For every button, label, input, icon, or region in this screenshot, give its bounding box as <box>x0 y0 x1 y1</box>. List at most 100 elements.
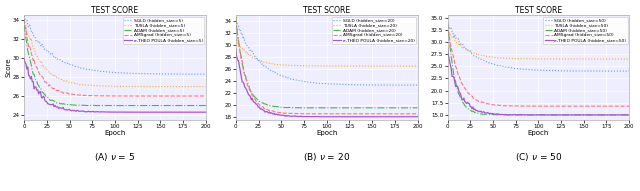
TUSLA (hidden_size=50) <box>444 28 451 30</box>
AMSgrad (hidden_size=50) <box>611 105 618 107</box>
AMSgrad (hidden_size=50) <box>536 105 544 107</box>
e-THEO POULA (hidden_size=20) <box>413 116 421 118</box>
Title: TEST SCORE: TEST SCORE <box>515 6 562 15</box>
TUSLA (hidden_size=5) <box>186 85 194 88</box>
ADAM (hidden_size=20) <box>233 26 241 28</box>
AMSgrad (hidden_size=20) <box>413 113 421 115</box>
TUSLA (hidden_size=20) <box>399 65 407 67</box>
e-THEO POULA (hidden_size=5) <box>202 111 210 113</box>
Line: e-THEO POULA (hidden_size=5): e-THEO POULA (hidden_size=5) <box>24 60 206 112</box>
AMSgrad (hidden_size=20) <box>399 113 407 115</box>
AMSgrad (hidden_size=5) <box>188 95 195 97</box>
AMSgrad (hidden_size=5) <box>36 74 44 76</box>
Line: ADAM (hidden_size=50): ADAM (hidden_size=50) <box>447 21 629 115</box>
TUSLA (hidden_size=20) <box>359 65 367 67</box>
SGLD (hidden_size=50) <box>444 24 451 27</box>
AMSgrad (hidden_size=5) <box>97 95 104 97</box>
AMSgrad (hidden_size=50) <box>625 105 633 107</box>
TUSLA (hidden_size=50) <box>606 58 614 60</box>
Legend: SGLD (hidden_size=50), TUSLA (hidden_size=50), ADAM (hidden_size=50), AMSgrad (h: SGLD (hidden_size=50), TUSLA (hidden_siz… <box>543 17 628 44</box>
TUSLA (hidden_size=20) <box>233 40 241 43</box>
AMSgrad (hidden_size=50) <box>444 24 451 26</box>
AMSgrad (hidden_size=20) <box>233 27 241 30</box>
SGLD (hidden_size=50) <box>460 45 468 48</box>
e-THEO POULA (hidden_size=50) <box>511 114 518 116</box>
Y-axis label: Score: Score <box>6 58 12 77</box>
e-THEO POULA (hidden_size=20) <box>330 116 338 118</box>
ADAM (hidden_size=5) <box>83 104 91 107</box>
e-THEO POULA (hidden_size=50) <box>508 114 515 116</box>
e-THEO POULA (hidden_size=50) <box>543 114 550 116</box>
SGLD (hidden_size=5) <box>36 44 44 46</box>
SGLD (hidden_size=5) <box>118 72 126 74</box>
TUSLA (hidden_size=50) <box>625 58 633 60</box>
Line: e-THEO POULA (hidden_size=50): e-THEO POULA (hidden_size=50) <box>447 47 629 115</box>
ADAM (hidden_size=5) <box>21 31 29 33</box>
ADAM (hidden_size=20) <box>305 107 312 109</box>
TUSLA (hidden_size=50) <box>520 58 527 60</box>
TUSLA (hidden_size=5) <box>21 20 29 23</box>
Line: e-THEO POULA (hidden_size=20): e-THEO POULA (hidden_size=20) <box>236 49 417 117</box>
e-THEO POULA (hidden_size=5) <box>21 61 29 64</box>
Text: (A) $\nu$ = 5: (A) $\nu$ = 5 <box>94 151 136 163</box>
AMSgrad (hidden_size=20) <box>331 113 339 115</box>
Line: TUSLA (hidden_size=20): TUSLA (hidden_size=20) <box>236 40 417 66</box>
e-THEO POULA (hidden_size=5) <box>20 58 28 61</box>
Line: SGLD (hidden_size=20): SGLD (hidden_size=20) <box>236 21 417 85</box>
ADAM (hidden_size=20) <box>331 107 339 109</box>
e-THEO POULA (hidden_size=20) <box>298 116 306 118</box>
SGLD (hidden_size=5) <box>186 73 194 75</box>
ADAM (hidden_size=20) <box>399 107 407 109</box>
ADAM (hidden_size=20) <box>248 93 256 95</box>
AMSgrad (hidden_size=50) <box>460 86 468 88</box>
ADAM (hidden_size=5) <box>36 87 44 89</box>
SGLD (hidden_size=50) <box>542 69 550 72</box>
TUSLA (hidden_size=5) <box>202 85 210 88</box>
e-THEO POULA (hidden_size=5) <box>118 111 126 113</box>
SGLD (hidden_size=50) <box>625 70 633 72</box>
AMSgrad (hidden_size=20) <box>248 94 256 97</box>
TUSLA (hidden_size=5) <box>36 61 44 63</box>
ADAM (hidden_size=50) <box>521 114 529 116</box>
e-THEO POULA (hidden_size=20) <box>232 48 239 50</box>
AMSgrad (hidden_size=50) <box>445 29 452 32</box>
ADAM (hidden_size=5) <box>20 24 28 26</box>
TUSLA (hidden_size=50) <box>542 58 550 60</box>
e-THEO POULA (hidden_size=20) <box>233 56 241 58</box>
ADAM (hidden_size=20) <box>309 107 317 109</box>
e-THEO POULA (hidden_size=50) <box>611 114 618 116</box>
ADAM (hidden_size=5) <box>88 104 95 107</box>
Title: TEST SCORE: TEST SCORE <box>303 6 350 15</box>
ADAM (hidden_size=20) <box>298 107 306 109</box>
SGLD (hidden_size=50) <box>520 68 527 70</box>
e-THEO POULA (hidden_size=20) <box>308 116 316 118</box>
SGLD (hidden_size=20) <box>232 19 239 22</box>
e-THEO POULA (hidden_size=5) <box>97 111 104 113</box>
AMSgrad (hidden_size=5) <box>145 95 152 97</box>
SGLD (hidden_size=50) <box>445 24 452 27</box>
ADAM (hidden_size=5) <box>202 104 210 107</box>
AMSgrad (hidden_size=50) <box>543 105 550 107</box>
AMSgrad (hidden_size=5) <box>118 95 126 97</box>
AMSgrad (hidden_size=50) <box>520 105 527 107</box>
ADAM (hidden_size=50) <box>445 31 452 33</box>
SGLD (hidden_size=5) <box>20 15 28 17</box>
TUSLA (hidden_size=20) <box>232 39 239 41</box>
SGLD (hidden_size=20) <box>233 21 241 23</box>
ADAM (hidden_size=50) <box>611 114 618 116</box>
SGLD (hidden_size=20) <box>398 84 406 86</box>
TUSLA (hidden_size=20) <box>308 65 316 67</box>
ADAM (hidden_size=20) <box>413 107 421 109</box>
Text: (B) $\nu$ = 20: (B) $\nu$ = 20 <box>303 151 350 163</box>
Line: TUSLA (hidden_size=50): TUSLA (hidden_size=50) <box>447 29 629 59</box>
AMSgrad (hidden_size=20) <box>298 112 306 115</box>
TUSLA (hidden_size=5) <box>118 85 126 87</box>
e-THEO POULA (hidden_size=5) <box>138 111 145 113</box>
AMSgrad (hidden_size=5) <box>20 19 28 21</box>
SGLD (hidden_size=50) <box>510 67 518 70</box>
ADAM (hidden_size=20) <box>232 15 239 18</box>
e-THEO POULA (hidden_size=5) <box>36 91 44 93</box>
Title: TEST SCORE: TEST SCORE <box>92 6 138 15</box>
ADAM (hidden_size=50) <box>543 114 550 116</box>
ADAM (hidden_size=50) <box>625 114 633 116</box>
